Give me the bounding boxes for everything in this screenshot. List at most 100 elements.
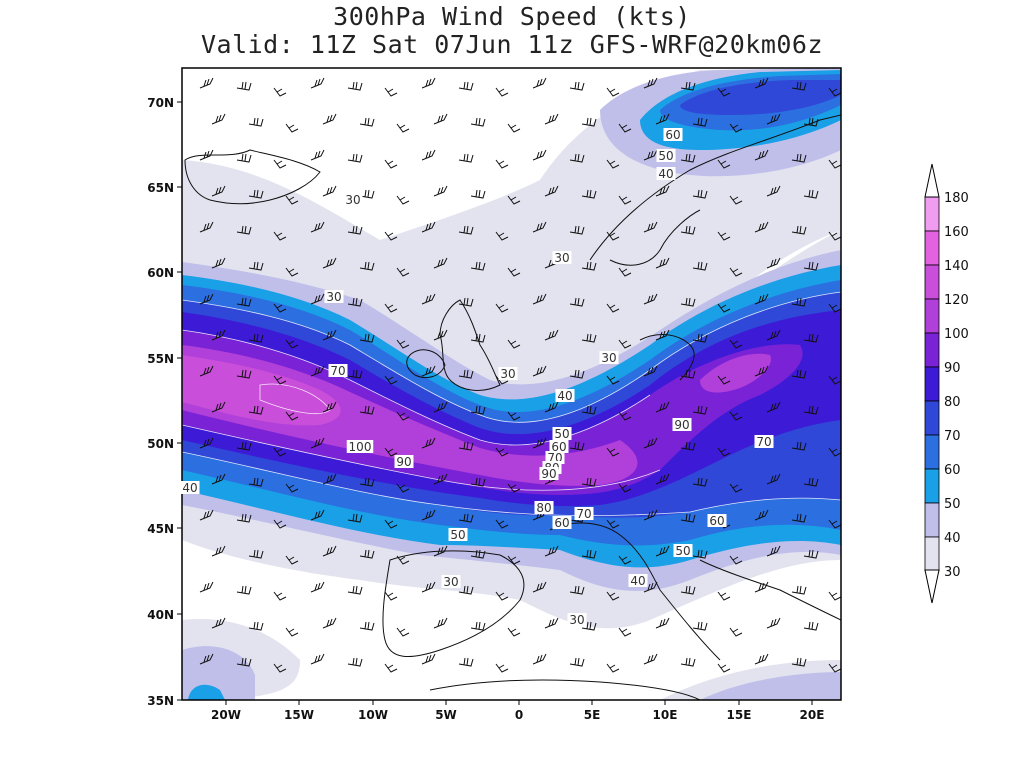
- wind-barb: [322, 545, 337, 557]
- wind-barb: [211, 113, 226, 125]
- wind-barb: [248, 333, 264, 343]
- contour-label-bg: [180, 481, 200, 494]
- wind-barb: [322, 113, 337, 125]
- wind-barb: [310, 149, 325, 161]
- wind-barb: [310, 365, 325, 377]
- wind-barb: [285, 339, 299, 349]
- wind-barb: [347, 369, 363, 379]
- wind-barb: [840, 124, 841, 125]
- contour-label: 40: [658, 167, 673, 181]
- wind-barb: [766, 257, 781, 269]
- wind-barb: [384, 303, 398, 313]
- wind-barb: [803, 477, 819, 487]
- contour-label-bg: [552, 427, 572, 440]
- wind-barb: [310, 581, 325, 593]
- legend-color-cell: [924, 264, 940, 300]
- wind-barb: [532, 221, 547, 233]
- wind-barb: [643, 437, 658, 449]
- shade-100: [700, 353, 771, 393]
- contour-label: 60: [551, 440, 566, 454]
- wind-barb: [433, 545, 448, 557]
- wind-barb: [495, 87, 509, 97]
- wind-barb: [236, 441, 252, 451]
- wind-barb: [766, 473, 781, 485]
- wind-barb: [384, 519, 398, 529]
- contour-label: 30: [554, 251, 569, 265]
- contour-label: 90: [396, 455, 411, 469]
- wind-barb: [396, 627, 410, 637]
- wind-barb: [729, 627, 743, 637]
- legend-level-label: 30: [944, 565, 961, 580]
- wind-barb: [754, 77, 769, 89]
- legend-bottom-arrow: [924, 569, 940, 604]
- contour-label-bg: [656, 149, 676, 162]
- latitude-labels: 70N 65N 60N 55N 50N 45N 40N 35N: [147, 96, 174, 708]
- contour-label: 70: [756, 435, 771, 449]
- wind-barb: [384, 159, 398, 169]
- contour-label: 40: [182, 481, 197, 495]
- wind-barb: [606, 519, 620, 529]
- wind-barb: [569, 297, 585, 307]
- wind-barb: [655, 617, 670, 629]
- lon-label: 20E: [800, 708, 825, 722]
- wind-barb: [384, 87, 398, 97]
- wind-barb: [532, 437, 547, 449]
- wind-barb: [655, 473, 670, 485]
- contour-label-bg: [672, 418, 692, 431]
- wind-barb: [285, 555, 299, 565]
- lon-label: 15W: [284, 708, 314, 722]
- wind-barb: [581, 477, 597, 487]
- wind-barb: [384, 663, 398, 673]
- contour-label: 50: [675, 544, 690, 558]
- wind-barb: [828, 591, 841, 601]
- color-legend: 180 160 140 120 100 90 80 70 60 50 40 30: [924, 163, 969, 604]
- wind-barb: [396, 339, 410, 349]
- wind-barb: [310, 509, 325, 521]
- wind-barb: [211, 329, 226, 341]
- wind-barb: [680, 585, 696, 595]
- wind-barb: [396, 411, 410, 421]
- wind-barb: [581, 189, 597, 199]
- legend-level-label: 140: [944, 259, 969, 274]
- wind-barb: [717, 375, 731, 385]
- contour-label-bg: [599, 351, 619, 364]
- wind-barb: [248, 621, 264, 631]
- lon-label: 10E: [653, 708, 678, 722]
- legend-color-cell: [924, 298, 940, 334]
- contour-label-bg: [567, 613, 587, 626]
- wind-barb: [803, 549, 819, 559]
- wind-barb: [717, 87, 731, 97]
- wind-barb: [396, 195, 410, 205]
- contour-label: 30: [601, 351, 616, 365]
- wind-barb: [828, 375, 841, 385]
- wind-barb: [495, 159, 509, 169]
- wind-barb: [421, 77, 436, 89]
- wind-barb: [359, 477, 375, 487]
- wind-barb: [840, 268, 841, 269]
- contour-label-bg: [552, 251, 572, 264]
- legend-color-cell: [924, 468, 940, 504]
- wind-barb: [840, 484, 841, 485]
- wind-barb: [273, 447, 287, 457]
- lat-label: 55N: [147, 352, 174, 366]
- wind-barb: [791, 225, 807, 235]
- wind-barb: [729, 339, 743, 349]
- contour-label: 50: [658, 149, 673, 163]
- lat-label: 60N: [147, 266, 174, 280]
- wind-barb: [458, 513, 474, 523]
- wind-barb: [618, 627, 632, 637]
- wind-barb: [396, 555, 410, 565]
- wind-barb: [606, 375, 620, 385]
- wind-barb: [791, 297, 807, 307]
- legend-level-label: 180: [944, 191, 969, 206]
- wind-barb: [236, 225, 252, 235]
- contour-label-bg: [498, 367, 518, 380]
- shade-100: [182, 345, 638, 486]
- wind-barb: [421, 221, 436, 233]
- wind-barb: [791, 369, 807, 379]
- wind-barb: [470, 261, 486, 271]
- contour-label-bg: [534, 501, 554, 514]
- wind-barb: [248, 477, 264, 487]
- wind-barb: [729, 123, 743, 133]
- wind-barb: [840, 412, 841, 413]
